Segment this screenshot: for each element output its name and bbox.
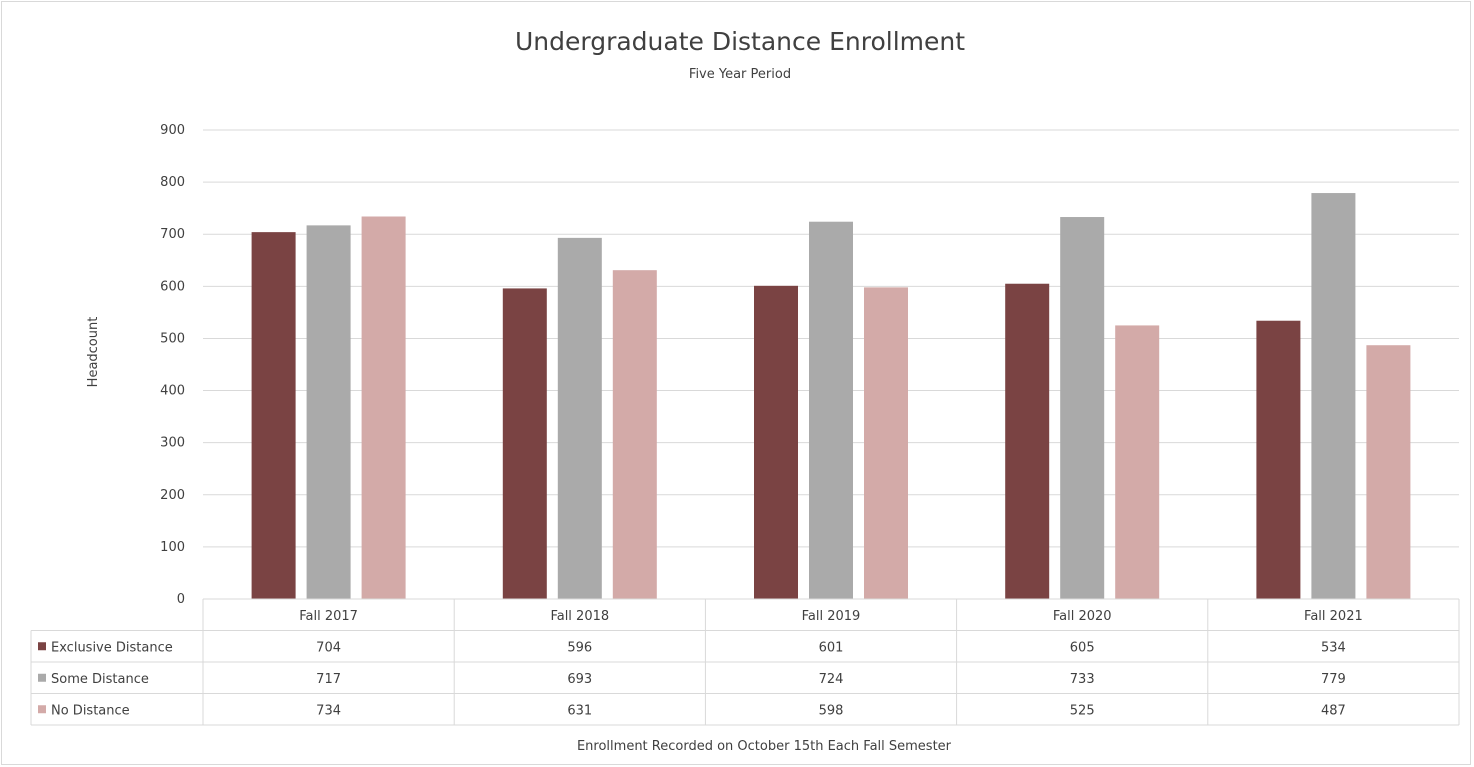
table-cell-value: 733 xyxy=(1070,672,1095,687)
table-cell-value: 631 xyxy=(567,703,592,718)
table-cell-value: 525 xyxy=(1070,703,1095,718)
y-tick-label: 600 xyxy=(160,279,185,294)
bar xyxy=(1311,193,1356,599)
table-cell-value: 601 xyxy=(819,640,844,655)
y-tick-label: 500 xyxy=(160,331,185,346)
legend-swatch xyxy=(38,642,46,651)
y-tick-label: 800 xyxy=(160,175,185,190)
bars xyxy=(251,193,1411,600)
table-cell-value: 779 xyxy=(1321,672,1346,687)
legend-swatch xyxy=(38,673,46,682)
bar xyxy=(1256,320,1301,599)
bar xyxy=(1005,283,1050,599)
y-tick-label: 200 xyxy=(160,488,185,503)
x-tick-label: Fall 2020 xyxy=(1053,609,1112,624)
y-tick-label: 900 xyxy=(160,123,185,138)
y-tick-label: 0 xyxy=(177,592,185,607)
table-cell-value: 534 xyxy=(1321,640,1346,655)
x-tick-label: Fall 2018 xyxy=(550,609,609,624)
y-axis-title: Headcount xyxy=(86,317,101,388)
table-cell-value: 704 xyxy=(316,640,341,655)
bar xyxy=(1060,217,1105,599)
table-cell-value: 596 xyxy=(567,640,592,655)
legend-label: Some Distance xyxy=(51,672,149,687)
table-cell-value: 724 xyxy=(819,672,844,687)
data-table: Fall 2017 Fall 2018 Fall 2019 Fall 2020 Fall… xyxy=(30,598,1460,726)
y-axis-ticks: 0 100 200 300 400 500 600 700 800 900 xyxy=(160,123,185,607)
bar xyxy=(1366,345,1411,599)
bar xyxy=(361,216,406,599)
bar xyxy=(251,232,296,600)
table-cell-value: 693 xyxy=(567,672,592,687)
x-tick-label: Fall 2017 xyxy=(299,609,358,624)
bar xyxy=(306,225,351,599)
bar xyxy=(754,285,798,599)
chart-title: Undergraduate Distance Enrollment xyxy=(515,27,965,56)
x-tick-label: Fall 2019 xyxy=(802,609,861,624)
y-tick-label: 700 xyxy=(160,227,185,242)
legend-label: No Distance xyxy=(51,703,130,718)
table-cell-value: 717 xyxy=(316,672,341,687)
bar xyxy=(864,287,908,599)
table-cell-value: 605 xyxy=(1070,640,1095,655)
legend-label: Exclusive Distance xyxy=(51,640,173,655)
y-tick-label: 100 xyxy=(160,540,185,555)
bar xyxy=(612,270,657,599)
x-tick-label: Fall 2021 xyxy=(1304,609,1363,624)
bar xyxy=(557,237,602,599)
y-tick-label: 400 xyxy=(160,384,185,399)
table-cell-value: 734 xyxy=(316,703,341,718)
y-tick-label: 300 xyxy=(160,436,185,451)
bar xyxy=(1115,325,1160,599)
x-axis-title: Enrollment Recorded on October 15th Each… xyxy=(577,739,952,754)
table-cell-value: 487 xyxy=(1321,703,1346,718)
bar xyxy=(809,221,853,599)
legend-swatch xyxy=(38,705,46,714)
table-cell-value: 598 xyxy=(819,703,844,718)
chart-subtitle: Five Year Period xyxy=(689,67,791,82)
bar xyxy=(502,288,547,599)
